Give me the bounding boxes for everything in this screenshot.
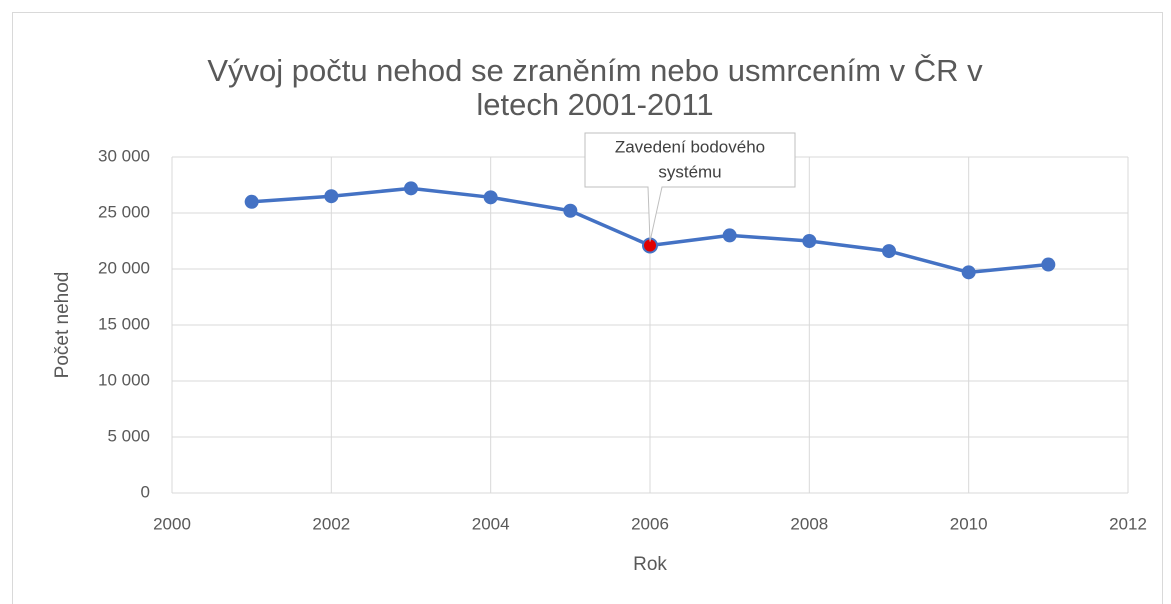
data-point (404, 181, 418, 196)
y-axis-title: Počet nehod (52, 272, 73, 379)
y-tick-label: 10 000 (98, 370, 150, 389)
data-point (244, 194, 259, 209)
y-tick-label: 5 000 (107, 426, 150, 445)
y-tick-label: 20 000 (98, 258, 150, 277)
callout-text: systému (658, 162, 721, 181)
y-tick-label: 15 000 (98, 314, 150, 333)
chart-border (12, 12, 1163, 604)
chart-title: Vývoj počtu nehod se zraněním nebo usmrc… (207, 53, 983, 88)
y-tick-label: 30 000 (98, 146, 150, 165)
x-tick-label: 2000 (153, 514, 191, 533)
data-point (882, 244, 896, 259)
data-point (563, 203, 578, 218)
x-tick-label: 2008 (790, 514, 828, 533)
chart-title: letech 2001-2011 (476, 87, 713, 122)
data-point (324, 189, 339, 204)
data-point (722, 228, 737, 243)
data-point (961, 265, 976, 280)
x-tick-label: 2006 (631, 514, 669, 533)
data-point (802, 234, 817, 248)
data-point (483, 190, 498, 205)
x-tick-label: 2010 (950, 514, 988, 533)
x-axis-title: Rok (633, 554, 667, 575)
callout-box (584, 132, 796, 242)
x-tick-label: 2012 (1109, 514, 1147, 533)
x-tick-label: 2004 (472, 514, 510, 533)
y-tick-label: 25 000 (98, 202, 150, 221)
x-tick-label: 2002 (312, 514, 350, 533)
data-point (1041, 257, 1056, 272)
y-tick-label: 0 (141, 482, 150, 501)
callout-text: Zavedení bodového (615, 137, 765, 156)
